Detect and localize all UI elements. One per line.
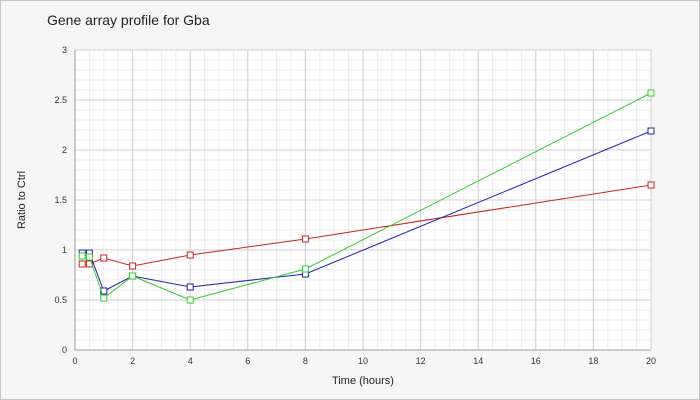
- y-axis-label: Ratio to Ctrl: [16, 171, 28, 229]
- series-2-point: [186, 283, 194, 291]
- series-3-point: [301, 265, 309, 273]
- series-1-point: [100, 254, 108, 262]
- x-tick-label: 4: [188, 356, 193, 366]
- series-3-point: [186, 296, 194, 304]
- series-2-point: [100, 287, 108, 295]
- x-tick-label: 10: [358, 356, 368, 366]
- series-3-point: [129, 272, 137, 280]
- x-tick-label: 16: [531, 356, 541, 366]
- y-tick-label: 1.5: [54, 195, 67, 205]
- axes: 0 2 4 6 8 10 12 14 16 18 20 0 0.5 1 1.5 2 2.5 3: [54, 45, 656, 366]
- series-1-point: [301, 235, 309, 243]
- x-tick-label: 20: [646, 356, 656, 366]
- series-1-point: [186, 251, 194, 259]
- series-1-point: [85, 260, 93, 268]
- series-1-point: [647, 181, 655, 189]
- grid: [74, 49, 652, 351]
- x-tick-label: 12: [416, 356, 426, 366]
- x-tick-label: 0: [72, 356, 77, 366]
- series-2-point: [647, 127, 655, 135]
- x-axis-label: Time (hours): [332, 375, 394, 387]
- y-tick-label: 1: [62, 245, 67, 255]
- y-tick-label: 3: [62, 45, 67, 55]
- series-group: [78, 89, 655, 304]
- chart-title: Gene array profile for Gba: [47, 12, 210, 28]
- y-tick-label: 0.5: [54, 295, 67, 305]
- x-tick-label: 14: [473, 356, 483, 366]
- y-tick-label: 2.5: [54, 95, 67, 105]
- series-3-point: [78, 252, 86, 260]
- x-tick-label: 18: [588, 356, 598, 366]
- y-tick-label: 0: [62, 345, 67, 355]
- x-tick-label: 6: [245, 356, 250, 366]
- series-3-point: [100, 294, 108, 302]
- x-tick-label: 8: [303, 356, 308, 366]
- y-tick-label: 2: [62, 145, 67, 155]
- series-1-point: [78, 260, 86, 268]
- x-tick-label: 2: [130, 356, 135, 366]
- series-3-point: [85, 253, 93, 261]
- series-3-point: [647, 89, 655, 97]
- series-1-point: [129, 262, 137, 270]
